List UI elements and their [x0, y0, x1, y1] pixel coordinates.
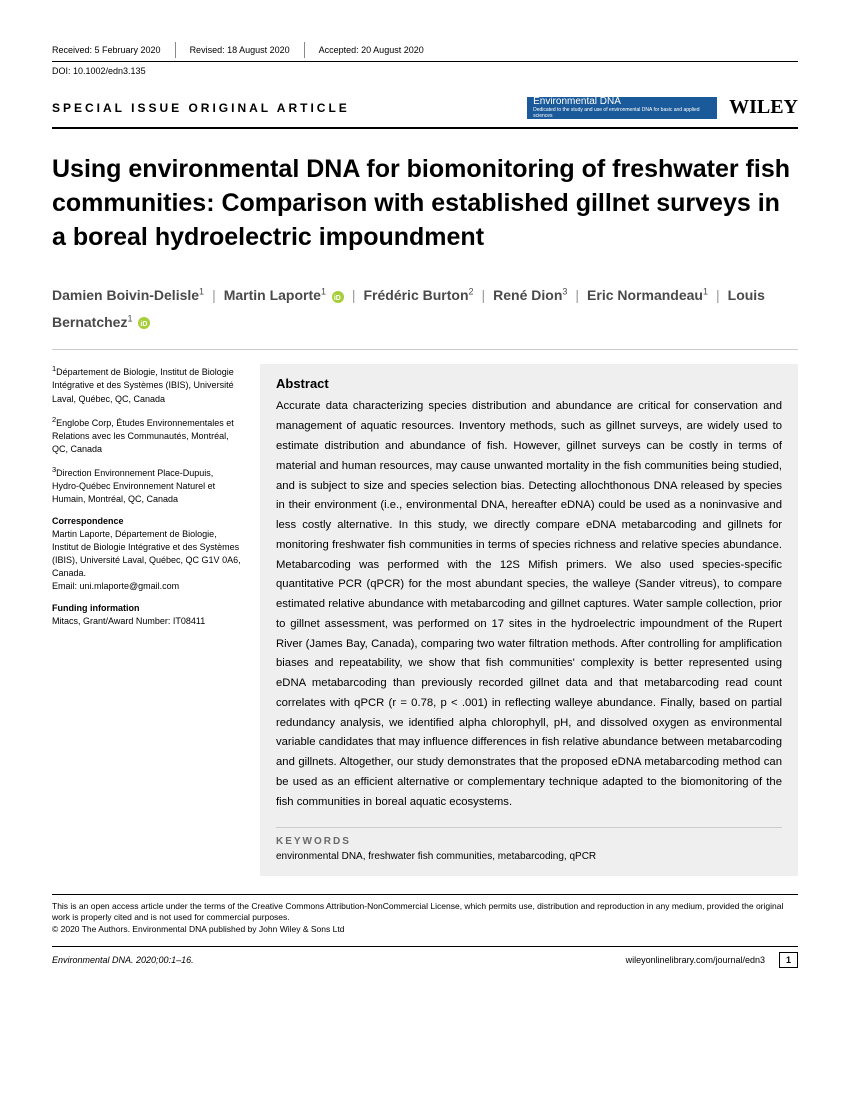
abstract-text: Accurate data characterizing species dis… — [276, 397, 782, 812]
publisher-logo: WILEY — [729, 96, 798, 119]
affiliation: 2Englobe Corp, Études Environnementales … — [52, 415, 242, 456]
license-block: This is an open access article under the… — [52, 894, 798, 937]
journal-badge: Environmental DNA Dedicated to the study… — [527, 97, 717, 119]
author-separator: | — [567, 287, 587, 303]
correspondence-email: Email: uni.mlaporte@gmail.com — [52, 580, 242, 593]
correspondence-head: Correspondence — [52, 515, 242, 528]
author: Martin Laporte1 — [224, 287, 344, 303]
funding-text: Mitacs, Grant/Award Number: IT08411 — [52, 615, 242, 628]
author: Eric Normandeau1 — [587, 287, 708, 303]
page-footer: Environmental DNA. 2020;00:1–16. wileyon… — [52, 946, 798, 968]
license-text: This is an open access article under the… — [52, 901, 798, 925]
article-title: Using environmental DNA for biomonitorin… — [52, 129, 798, 282]
article-type-bar: SPECIAL ISSUE ORIGINAL ARTICLE Environme… — [52, 90, 798, 129]
manuscript-dates: Received: 5 February 2020 Revised: 18 Au… — [52, 42, 798, 62]
affiliation: 3Direction Environnement Place-Dupuis, H… — [52, 465, 242, 506]
revised-date: Revised: 18 August 2020 — [190, 42, 305, 58]
author-separator: | — [708, 287, 728, 303]
author: Frédéric Burton2 — [363, 287, 473, 303]
journal-subtitle: Dedicated to the study and use of enviro… — [533, 107, 711, 119]
keywords-head: KEYWORDS — [276, 827, 782, 847]
affiliation: 1Département de Biologie, Institut de Bi… — [52, 364, 242, 405]
author-list: Damien Boivin-Delisle1|Martin Laporte1 |… — [52, 282, 798, 350]
accepted-date: Accepted: 20 August 2020 — [319, 42, 438, 58]
page-number: 1 — [779, 952, 798, 968]
funding-head: Funding information — [52, 602, 242, 615]
orcid-icon — [138, 317, 150, 329]
received-date: Received: 5 February 2020 — [52, 42, 176, 58]
author-separator: | — [474, 287, 494, 303]
journal-name: Environmental DNA — [533, 96, 711, 107]
doi: DOI: 10.1002/edn3.135 — [52, 62, 798, 90]
keywords-text: environmental DNA, freshwater fish commu… — [276, 851, 782, 862]
footer-url: wileyonlinelibrary.com/journal/edn3 — [626, 955, 765, 965]
footer-citation: Environmental DNA. 2020;00:1–16. — [52, 955, 194, 965]
orcid-icon — [332, 291, 344, 303]
author-separator: | — [204, 287, 224, 303]
article-type: SPECIAL ISSUE ORIGINAL ARTICLE — [52, 101, 350, 115]
author-separator: | — [344, 287, 364, 303]
affiliation-sidebar: 1Département de Biologie, Institut de Bi… — [52, 364, 242, 875]
author: Damien Boivin-Delisle1 — [52, 287, 204, 303]
copyright-text: © 2020 The Authors. Environmental DNA pu… — [52, 924, 798, 936]
abstract-box: Abstract Accurate data characterizing sp… — [260, 364, 798, 875]
correspondence-text: Martin Laporte, Département de Biologie,… — [52, 528, 242, 580]
abstract-head: Abstract — [276, 376, 782, 391]
author: René Dion3 — [493, 287, 567, 303]
